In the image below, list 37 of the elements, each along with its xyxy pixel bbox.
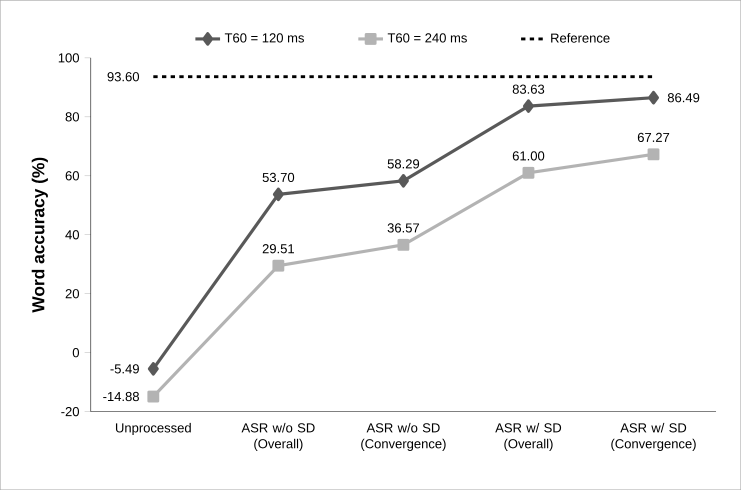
x-tick-label: ASR w/ SD (Convergence) — [611, 422, 696, 451]
point — [397, 238, 410, 251]
point — [648, 90, 660, 104]
point — [648, 148, 660, 160]
legend-label: Reference — [551, 33, 610, 43]
point — [148, 362, 159, 376]
y-axis-title: Word accuracy (%) — [32, 158, 48, 313]
point — [147, 390, 160, 402]
y-tick-label: 0 — [72, 348, 80, 358]
x-tick-label: ASR w/o SD (Convergence) — [361, 422, 446, 451]
data-label: -14.88 — [103, 392, 139, 402]
data-label: 58.29 — [388, 159, 420, 168]
data-label: 61.00 — [512, 151, 544, 160]
legend-label: T60 = 120 ms — [224, 33, 304, 42]
data-label: 67.27 — [638, 132, 670, 142]
point — [522, 166, 534, 179]
point — [398, 174, 409, 188]
y-tick-label: 100 — [58, 53, 80, 62]
point — [522, 99, 534, 113]
data-label: 36.57 — [388, 223, 420, 233]
point — [272, 188, 284, 202]
x-tick-label: ASR w/ SD (Overall) — [495, 422, 562, 451]
x-tick-label: ASR w/o SD (Overall) — [242, 422, 315, 451]
data-label: -5.49 — [110, 364, 139, 374]
y-tick-label: 40 — [65, 230, 80, 240]
data-label: 83.63 — [512, 84, 544, 94]
data-label: 93.60 — [108, 72, 140, 82]
point — [272, 260, 284, 272]
data-label: 86.49 — [668, 93, 700, 102]
y-tick-label: 60 — [66, 171, 80, 180]
data-label: 29.51 — [262, 244, 294, 254]
data-label: 53.70 — [262, 172, 294, 182]
legend-label: T60 = 240 ms — [388, 33, 467, 42]
y-tick-label: 20 — [66, 289, 80, 298]
y-tick-label: 80 — [66, 112, 80, 122]
y-tick-label: -20 — [61, 406, 80, 416]
x-tick-label: Unprocessed — [116, 422, 191, 436]
